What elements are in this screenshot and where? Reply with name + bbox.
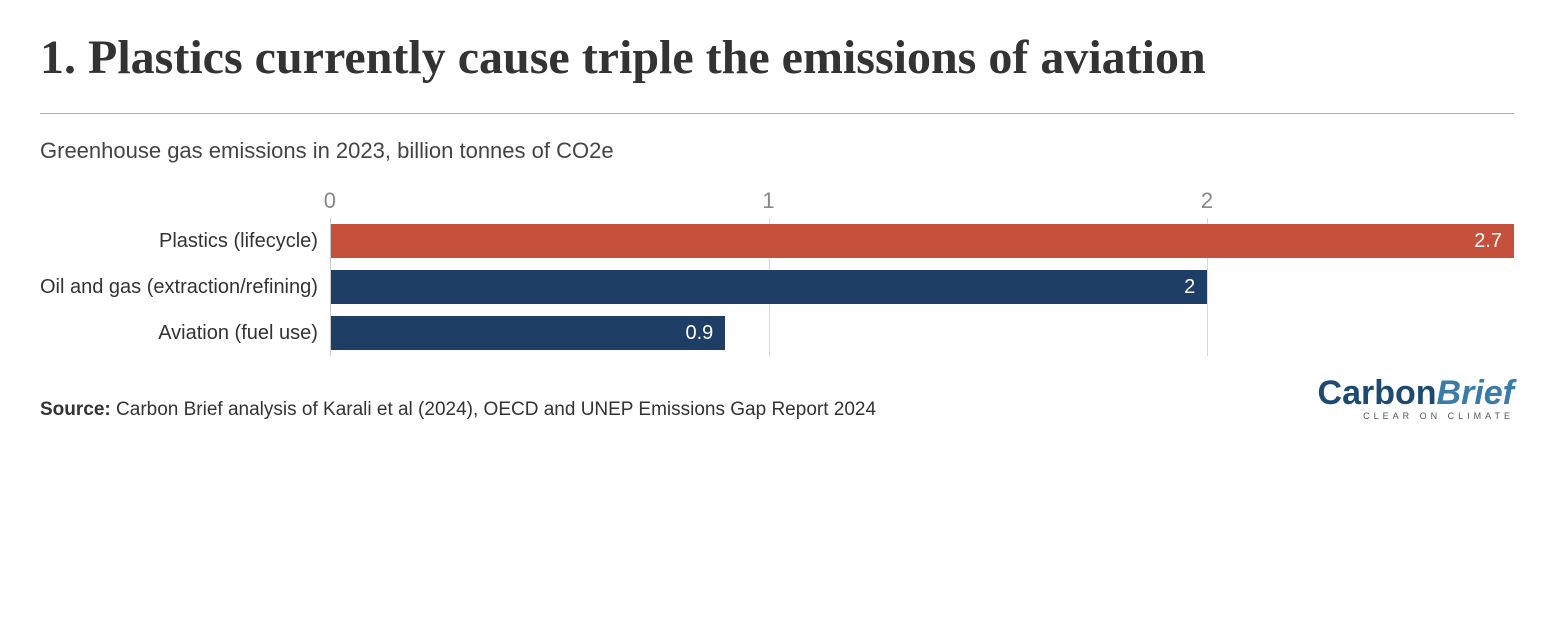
bar: 2 <box>331 270 1207 304</box>
logo-tagline: CLEAR ON CLIMATE <box>1318 411 1514 421</box>
logo-part-brief: Brief <box>1437 374 1514 412</box>
carbonbrief-logo: CarbonBrief CLEAR ON CLIMATE <box>1318 378 1514 421</box>
bar-row: 2 <box>331 264 1514 310</box>
source-text: Carbon Brief analysis of Karali et al (2… <box>111 399 876 420</box>
bar-row: 2.7 <box>331 218 1514 264</box>
category-label: Plastics (lifecycle) <box>40 218 330 264</box>
plot-area: 012 2.720.9 <box>330 188 1514 356</box>
category-label: Aviation (fuel use) <box>40 310 330 356</box>
chart: Plastics (lifecycle)Oil and gas (extract… <box>40 188 1514 356</box>
y-axis-labels: Plastics (lifecycle)Oil and gas (extract… <box>40 188 330 356</box>
chart-footer: Source: Carbon Brief analysis of Karali … <box>40 378 1514 421</box>
x-tick-label: 0 <box>324 188 336 214</box>
chart-subtitle: Greenhouse gas emissions in 2023, billio… <box>40 138 1514 164</box>
bar: 0.9 <box>331 316 725 350</box>
chart-title: 1. Plastics currently cause triple the e… <box>40 30 1514 85</box>
x-axis-ticks: 012 <box>330 188 1514 218</box>
source-prefix: Source: <box>40 399 111 420</box>
divider <box>40 113 1514 114</box>
source-line: Source: Carbon Brief analysis of Karali … <box>40 399 876 421</box>
category-label: Oil and gas (extraction/refining) <box>40 264 330 310</box>
bars-container: 2.7 2 0.9 <box>330 218 1514 356</box>
x-tick-label: 1 <box>762 188 774 214</box>
logo-part-carbon: Carbon <box>1318 374 1437 412</box>
bar-row: 0.9 <box>331 310 1514 356</box>
x-tick-label: 2 <box>1201 188 1213 214</box>
bar: 2.7 <box>331 224 1514 258</box>
logo-wordmark: CarbonBrief <box>1318 378 1514 409</box>
